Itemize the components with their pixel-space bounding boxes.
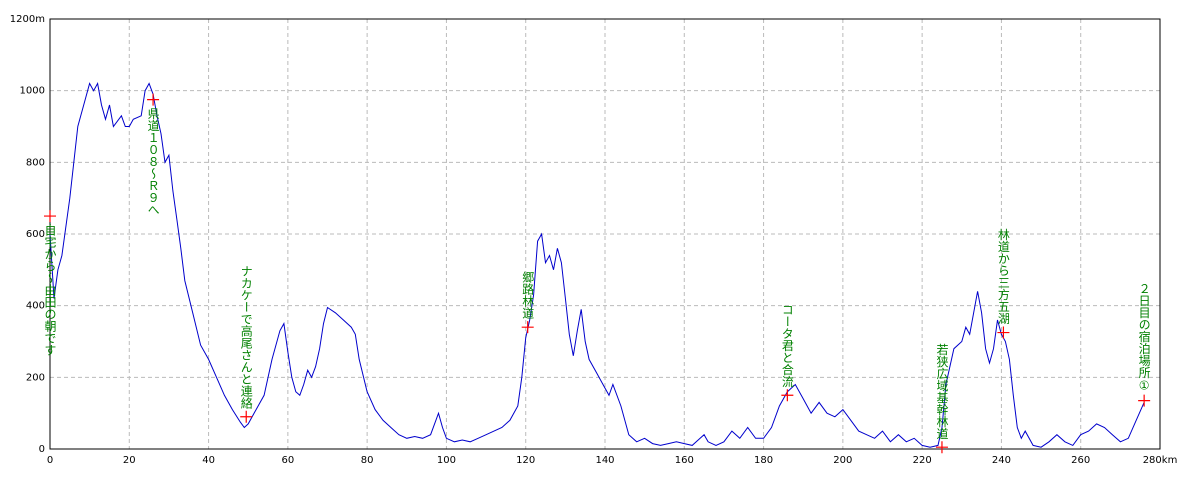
x-tick-label: 120 xyxy=(516,455,535,466)
y-tick-label: 1200m xyxy=(10,14,45,25)
waypoint-label: 林道から三方五湖 xyxy=(996,228,1010,324)
x-tick-label: 60 xyxy=(281,455,294,466)
x-tick-label: 0 xyxy=(47,455,53,466)
waypoint-marker xyxy=(240,410,253,423)
x-tick-label: 280km xyxy=(1143,455,1178,466)
x-tick-label: 80 xyxy=(361,455,374,466)
x-tick-label: 220 xyxy=(913,455,932,466)
x-tick-label: 100 xyxy=(437,455,456,466)
waypoint-marker xyxy=(44,210,56,223)
waypoint-label: 県道１０８～Ｒ９へ xyxy=(146,107,160,215)
elevation-line xyxy=(49,82,1145,448)
x-tick-label: 260 xyxy=(1071,455,1090,466)
y-tick-label: 600 xyxy=(26,229,45,240)
x-tick-label: 160 xyxy=(675,455,694,466)
y-tick-label: 400 xyxy=(26,301,45,312)
x-tick-label: 140 xyxy=(595,455,614,466)
waypoint-marker xyxy=(1138,394,1151,407)
waypoint-marker xyxy=(781,389,794,402)
y-tick-label: 200 xyxy=(26,372,45,383)
waypoint-marker xyxy=(997,326,1010,339)
waypoint-marker xyxy=(935,441,948,454)
waypoint-marker xyxy=(521,321,534,334)
waypoint-label: ２日目の宿泊場所① xyxy=(1137,283,1151,393)
x-tick-label: 180 xyxy=(754,455,773,466)
x-tick-label: 200 xyxy=(833,455,852,466)
waypoint-label: 自宅から〜由田の朝です xyxy=(43,224,57,356)
y-tick-label: 1000 xyxy=(20,86,45,97)
y-tick-label: 0 xyxy=(39,444,45,455)
waypoint-label: 若狭広域基幹林道 xyxy=(935,343,949,439)
x-tick-label: 20 xyxy=(123,455,136,466)
waypoint-marker xyxy=(147,93,160,106)
x-tick-label: 40 xyxy=(202,455,215,466)
x-tick-label: 240 xyxy=(992,455,1011,466)
waypoint-label: 郷路林道 xyxy=(521,271,535,319)
waypoint-label: ナカケーで高尾さんと連絡 xyxy=(239,265,253,410)
waypoint-label: コータ君と合流 xyxy=(780,303,794,387)
y-tick-label: 800 xyxy=(26,157,45,168)
